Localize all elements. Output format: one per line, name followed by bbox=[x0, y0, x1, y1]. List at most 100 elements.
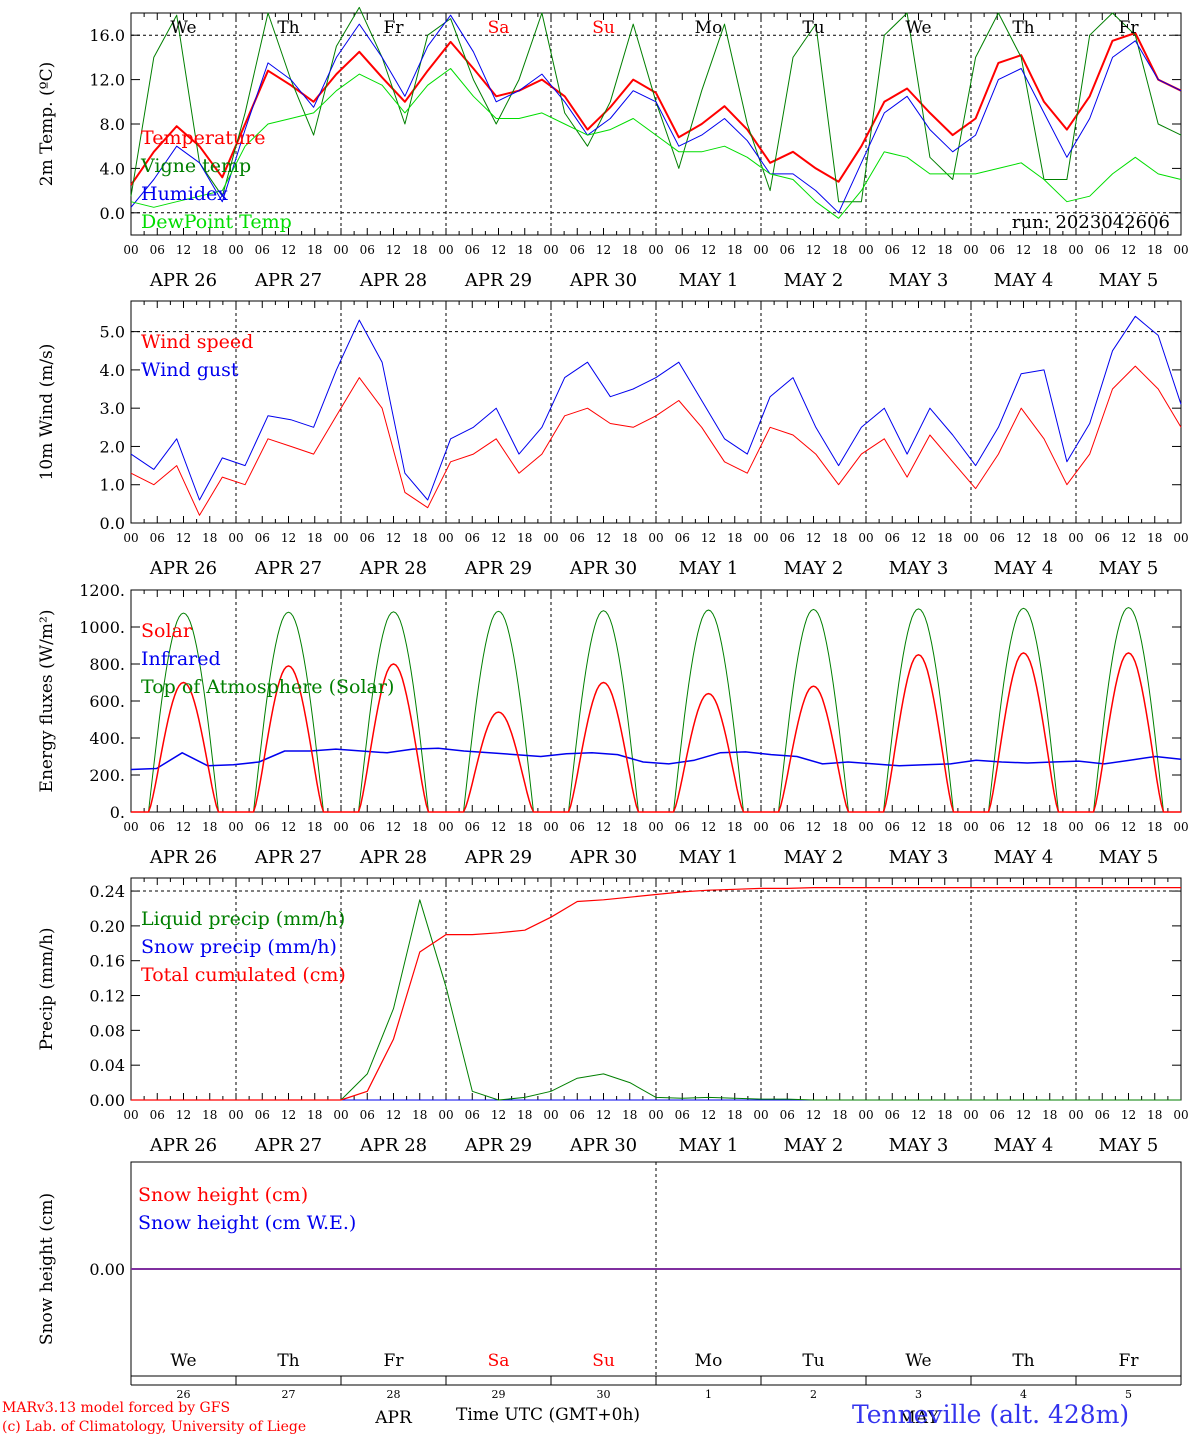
hour-tick-label: 06 bbox=[1095, 531, 1110, 545]
date-label: MAY 3 bbox=[889, 270, 949, 291]
hour-tick-label: 18 bbox=[832, 531, 847, 545]
y-tick-label: 1.0 bbox=[100, 476, 125, 495]
hour-tick-label: 06 bbox=[1095, 243, 1110, 257]
hour-tick-label: 06 bbox=[990, 1108, 1005, 1122]
day-number-label: 3 bbox=[915, 1388, 922, 1401]
hour-tick-label: 00 bbox=[123, 820, 138, 834]
weekday-label: Fr bbox=[1119, 1351, 1140, 1371]
date-label: APR 30 bbox=[569, 270, 637, 291]
hour-tick-label: 18 bbox=[307, 1108, 322, 1122]
y-tick-label: 1200. bbox=[79, 581, 125, 600]
hour-tick-label: 12 bbox=[281, 531, 296, 545]
hour-tick-label: 06 bbox=[885, 1108, 900, 1122]
date-label: APR 30 bbox=[569, 847, 637, 868]
hour-tick-label: 18 bbox=[1042, 531, 1057, 545]
hour-tick-label: 06 bbox=[990, 820, 1005, 834]
hour-tick-label: 00 bbox=[123, 243, 138, 257]
date-label: APR 29 bbox=[464, 270, 532, 291]
legend-entry: Total cumulated (cm) bbox=[141, 964, 346, 986]
hour-tick-label: 12 bbox=[701, 820, 716, 834]
legend-entry: Wind speed bbox=[141, 331, 253, 353]
y-axis-label: Precip (mm/h) bbox=[37, 927, 57, 1050]
model-credit: MARv3.13 model forced by GFS bbox=[2, 1400, 231, 1416]
y-tick-label: 0.00 bbox=[89, 1260, 125, 1279]
y-tick-label: 0.12 bbox=[89, 987, 125, 1006]
legend-entry: Snow height (cm W.E.) bbox=[138, 1212, 356, 1234]
y-tick-label: 5.0 bbox=[100, 323, 125, 342]
hour-tick-label: 06 bbox=[150, 531, 165, 545]
hour-tick-label: 18 bbox=[1147, 1108, 1162, 1122]
date-label: APR 28 bbox=[359, 1135, 427, 1156]
hour-tick-label: 06 bbox=[570, 531, 585, 545]
legend-entry: Infrared bbox=[141, 648, 221, 670]
date-label: APR 26 bbox=[149, 1135, 217, 1156]
hour-tick-label: 06 bbox=[465, 531, 480, 545]
hour-tick-label: 18 bbox=[622, 820, 637, 834]
date-label: MAY 2 bbox=[784, 558, 844, 579]
hour-tick-label: 06 bbox=[465, 243, 480, 257]
hour-tick-label: 06 bbox=[885, 243, 900, 257]
y-tick-label: 0.24 bbox=[89, 882, 125, 901]
hour-tick-label: 06 bbox=[675, 1108, 690, 1122]
hour-tick-label: 18 bbox=[937, 531, 952, 545]
hour-tick-label: 12 bbox=[1016, 820, 1031, 834]
hour-tick-label: 12 bbox=[386, 820, 401, 834]
hour-tick-label: 06 bbox=[360, 243, 375, 257]
hour-tick-label: 12 bbox=[806, 243, 821, 257]
day-number-label: 4 bbox=[1020, 1388, 1027, 1401]
hour-tick-label: 18 bbox=[517, 820, 532, 834]
panel-snow: 0.00 Snow height (cm) Snow height (cm) Snow… bbox=[37, 1161, 1182, 1428]
date-label: APR 28 bbox=[359, 847, 427, 868]
hour-tick-label: 06 bbox=[1095, 820, 1110, 834]
hour-tick-label: 00 bbox=[543, 820, 558, 834]
y-tick-label: 0.16 bbox=[89, 952, 125, 971]
hour-tick-label: 12 bbox=[176, 243, 191, 257]
weekday-label: Th bbox=[1012, 18, 1034, 38]
date-label: APR 29 bbox=[464, 847, 532, 868]
hour-tick-label: 06 bbox=[150, 1108, 165, 1122]
y-tick-label: 200. bbox=[89, 766, 125, 785]
legend-entry: Vigne temp bbox=[140, 155, 251, 177]
date-label: MAY 4 bbox=[994, 558, 1054, 579]
hour-tick-label: 06 bbox=[780, 1108, 795, 1122]
hour-tick-label: 00 bbox=[1173, 820, 1188, 834]
y-tick-label: 3.0 bbox=[100, 399, 125, 418]
weekday-label: Su bbox=[592, 1351, 615, 1371]
date-label: APR 27 bbox=[254, 558, 322, 579]
hour-tick-label: 00 bbox=[438, 1108, 453, 1122]
date-label: APR 29 bbox=[464, 558, 532, 579]
hour-tick-label: 00 bbox=[1068, 243, 1083, 257]
panel-precip: 0.00 0.04 0.08 0.12 0.16 0.20 0.24 Precip (mm/h… bbox=[37, 877, 1189, 1156]
hour-tick-label: 18 bbox=[307, 243, 322, 257]
hour-tick-label: 06 bbox=[360, 1108, 375, 1122]
hour-tick-label: 12 bbox=[911, 820, 926, 834]
hour-tick-label: 00 bbox=[333, 820, 348, 834]
date-label: MAY 2 bbox=[784, 847, 844, 868]
weekday-label: Sa bbox=[488, 18, 510, 38]
weekday-label: We bbox=[905, 1351, 931, 1371]
month-label: MAY bbox=[898, 1408, 939, 1428]
hour-tick-label: 18 bbox=[517, 243, 532, 257]
hour-tick-label: 12 bbox=[806, 531, 821, 545]
hour-tick-label: 00 bbox=[648, 531, 663, 545]
series-line bbox=[130, 315, 1182, 501]
series-line bbox=[130, 32, 1182, 186]
weekday-label: Fr bbox=[1119, 18, 1140, 38]
hour-tick-label: 18 bbox=[412, 1108, 427, 1122]
date-label: APR 26 bbox=[149, 270, 217, 291]
y-tick-label: 0.20 bbox=[89, 917, 125, 936]
hour-tick-label: 06 bbox=[1095, 1108, 1110, 1122]
month-label: APR bbox=[374, 1408, 413, 1428]
y-tick-label: 400. bbox=[89, 729, 125, 748]
hour-tick-label: 00 bbox=[858, 531, 873, 545]
date-label: APR 30 bbox=[569, 1135, 637, 1156]
hour-tick-label: 12 bbox=[806, 820, 821, 834]
hour-tick-label: 12 bbox=[386, 531, 401, 545]
hour-tick-label: 18 bbox=[517, 1108, 532, 1122]
y-tick-label: 1000. bbox=[79, 618, 125, 637]
weekday-label: We bbox=[905, 18, 931, 38]
hour-tick-label: 00 bbox=[1068, 820, 1083, 834]
hour-tick-label: 06 bbox=[465, 820, 480, 834]
day-number-label: 26 bbox=[177, 1388, 191, 1401]
